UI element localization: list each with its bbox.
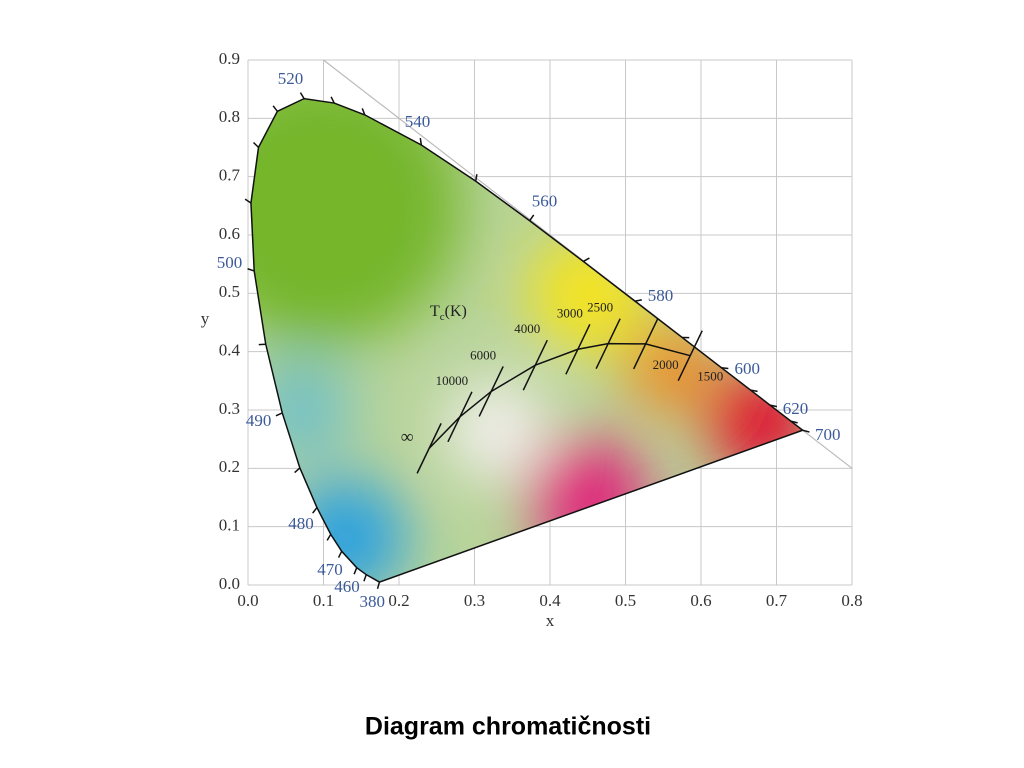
wavelength-tick (353, 567, 358, 575)
wavelength-tick (294, 467, 301, 474)
x-tick-label: 0.5 (615, 591, 636, 610)
wavelength-tick (244, 198, 252, 204)
wavelength-label: 480 (288, 514, 314, 533)
wavelength-label: 490 (246, 411, 272, 430)
y-tick-label: 0.8 (219, 107, 240, 126)
wavelength-tick (376, 581, 381, 590)
x-axis-label: x (546, 611, 555, 630)
isotherm (632, 318, 659, 370)
wavelength-tick (790, 420, 798, 424)
x-tick-label: 0.3 (464, 591, 485, 610)
wavelength-tick (272, 105, 278, 112)
plot: 0.0 0.1 0.2 0.3 0.4 0.5 0.6 0.7 0.8 0.0 0.1 0.2 0.3 0… (201, 49, 863, 630)
y-tick-label: 0.9 (219, 49, 240, 68)
x-tick-label: 0.2 (388, 591, 409, 610)
wavelength-tick (474, 174, 478, 182)
wavelength-label: 520 (278, 69, 304, 88)
temperature-label: 6000 (470, 347, 496, 362)
y-tick-label: 0.1 (219, 516, 240, 535)
wavelength-tick (582, 257, 590, 263)
y-tick-label: 0.2 (219, 457, 240, 476)
temperature-label: 1500 (697, 369, 723, 384)
wavelength-label: 580 (648, 286, 674, 305)
wavelength-tick (312, 507, 318, 514)
y-tick-label: 0.0 (219, 574, 240, 593)
isotherm (522, 339, 548, 391)
isotherm (677, 330, 703, 382)
wavelength-tick (634, 299, 642, 302)
wavelength-tick (361, 108, 366, 116)
wavelength-tick (721, 366, 729, 370)
x-tick-label: 0.7 (766, 591, 788, 610)
isotherm (416, 423, 442, 474)
tc-label: Tc(K) (430, 303, 467, 323)
wavelength-tick (337, 550, 343, 558)
temperature-label: ∞ (401, 427, 414, 447)
wavelength-label: 700 (815, 425, 841, 444)
temperature-label: 2500 (587, 300, 613, 315)
temperature-label: 3000 (557, 305, 583, 320)
wavelength-tick (252, 141, 260, 148)
wavelength-tick (326, 533, 332, 541)
temperature-label: 10000 (436, 373, 469, 388)
wavelength-tick (299, 92, 305, 100)
wavelength-tick (363, 574, 367, 582)
wavelength-label: 600 (734, 359, 760, 378)
wavelength-tick (529, 214, 535, 222)
x-tick-label: 0.0 (237, 591, 258, 610)
isotherm (447, 391, 473, 443)
tc-label-part: (K) (445, 303, 467, 320)
y-tick-label: 0.5 (219, 282, 240, 301)
wavelength-tick (419, 137, 423, 146)
y-tick-label: 0.6 (219, 224, 240, 243)
y-tick-label: 0.7 (219, 166, 241, 185)
wavelength-label: 380 (360, 592, 386, 611)
planckian-locus (428, 342, 691, 449)
wavelength-tick (802, 429, 810, 433)
temperature-label: 2000 (653, 357, 679, 372)
spectral-locus (250, 97, 805, 583)
tc-label-part: c (440, 311, 445, 323)
y-axis-label: y (201, 309, 210, 328)
isotherm (478, 366, 504, 417)
x-tick-label: 0.4 (539, 591, 561, 610)
wavelength-tick (247, 268, 255, 272)
wavelength-label: 560 (532, 192, 558, 211)
isotherm (595, 318, 621, 369)
wavelength-tick (275, 412, 283, 417)
caption: Diagram chromatičnosti (365, 713, 651, 741)
isotherm (565, 323, 591, 375)
wavelength-label: 500 (217, 253, 243, 272)
x-tick-label: 0.6 (690, 591, 711, 610)
y-tick-label: 0.3 (219, 399, 240, 418)
tc-label-part: T (430, 303, 440, 320)
x-tick-label: 0.1 (313, 591, 334, 610)
wavelength-tick (769, 404, 778, 408)
wavelength-tick (750, 389, 758, 393)
wavelength-label: 620 (783, 399, 809, 418)
temperature-label: 4000 (514, 321, 540, 336)
wavelength-label: 470 (317, 560, 343, 579)
wavelength-label: 460 (334, 577, 360, 596)
wavelength-label: 540 (405, 112, 431, 131)
wavelength-tick (330, 96, 335, 104)
y-tick-label: 0.4 (219, 341, 241, 360)
x-tick-label: 0.8 (841, 591, 862, 610)
